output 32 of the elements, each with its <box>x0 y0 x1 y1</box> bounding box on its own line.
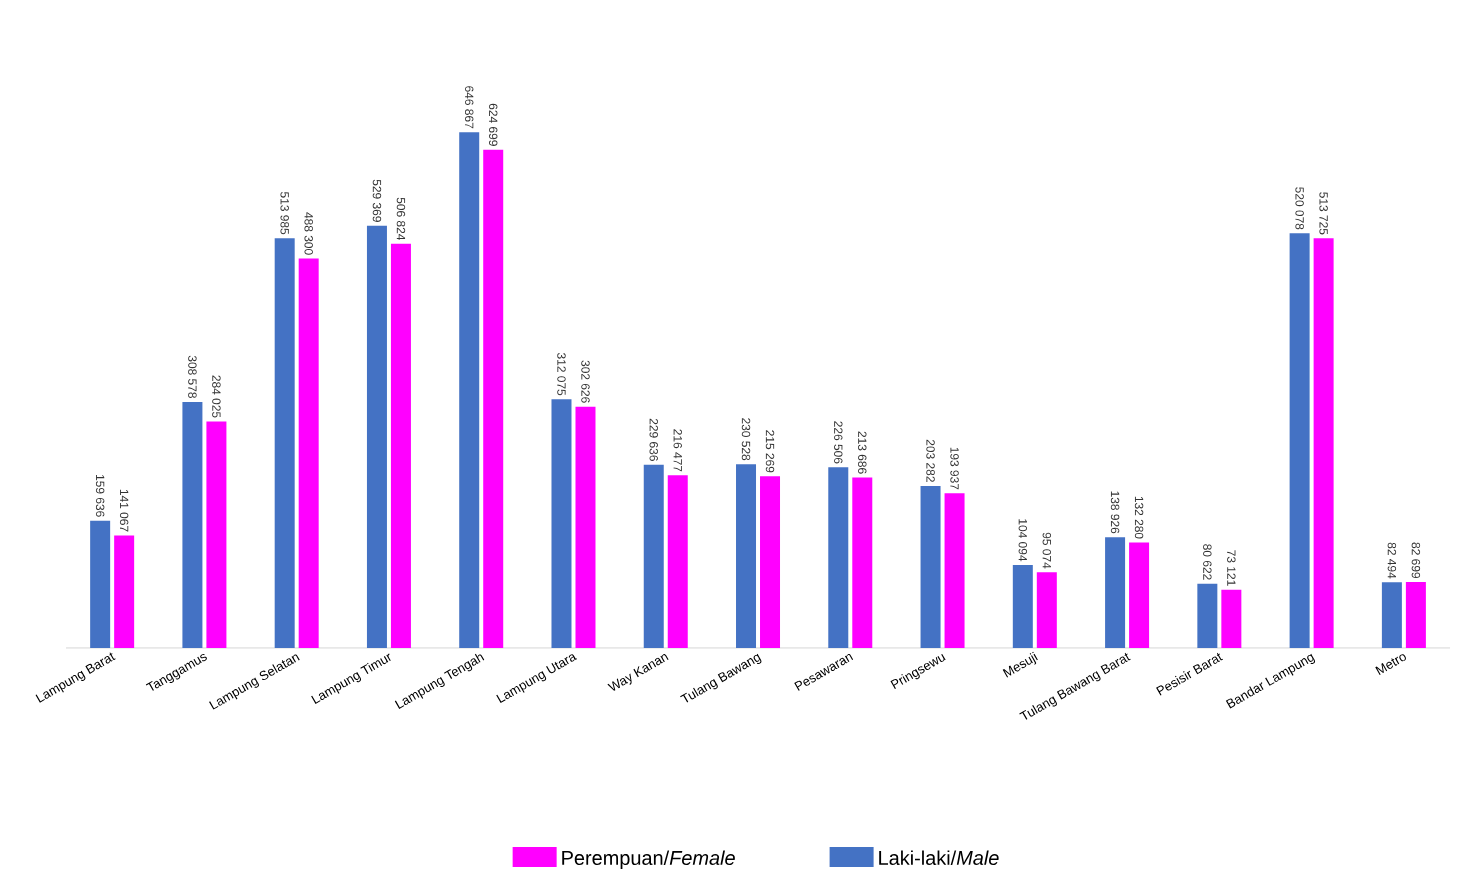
bar <box>206 421 227 648</box>
bar <box>852 477 873 648</box>
bar <box>1313 238 1334 648</box>
legend-label: Perempuan/Female <box>562 850 735 869</box>
bar <box>1129 542 1150 648</box>
bar <box>1381 582 1402 648</box>
bar <box>667 475 688 648</box>
bar <box>643 464 664 648</box>
bar <box>1036 572 1057 648</box>
bar <box>551 399 572 648</box>
bar <box>1405 582 1426 648</box>
bar <box>390 243 411 648</box>
bar <box>1289 233 1310 648</box>
bar <box>90 520 111 648</box>
bar <box>182 401 203 648</box>
bar <box>760 476 781 648</box>
bar <box>1221 589 1242 648</box>
bar <box>459 132 480 648</box>
bar <box>366 225 387 648</box>
legend-label: Laki-laki/Male <box>879 850 999 866</box>
bar <box>1012 564 1033 648</box>
bar <box>736 464 757 648</box>
bar <box>274 238 295 648</box>
bar <box>1105 537 1126 648</box>
bar <box>575 406 596 648</box>
bar <box>828 467 849 648</box>
bar <box>944 493 965 648</box>
bar <box>920 485 941 648</box>
bar <box>298 258 319 648</box>
bar <box>483 149 504 648</box>
bar <box>114 535 135 648</box>
bar <box>1197 583 1218 648</box>
